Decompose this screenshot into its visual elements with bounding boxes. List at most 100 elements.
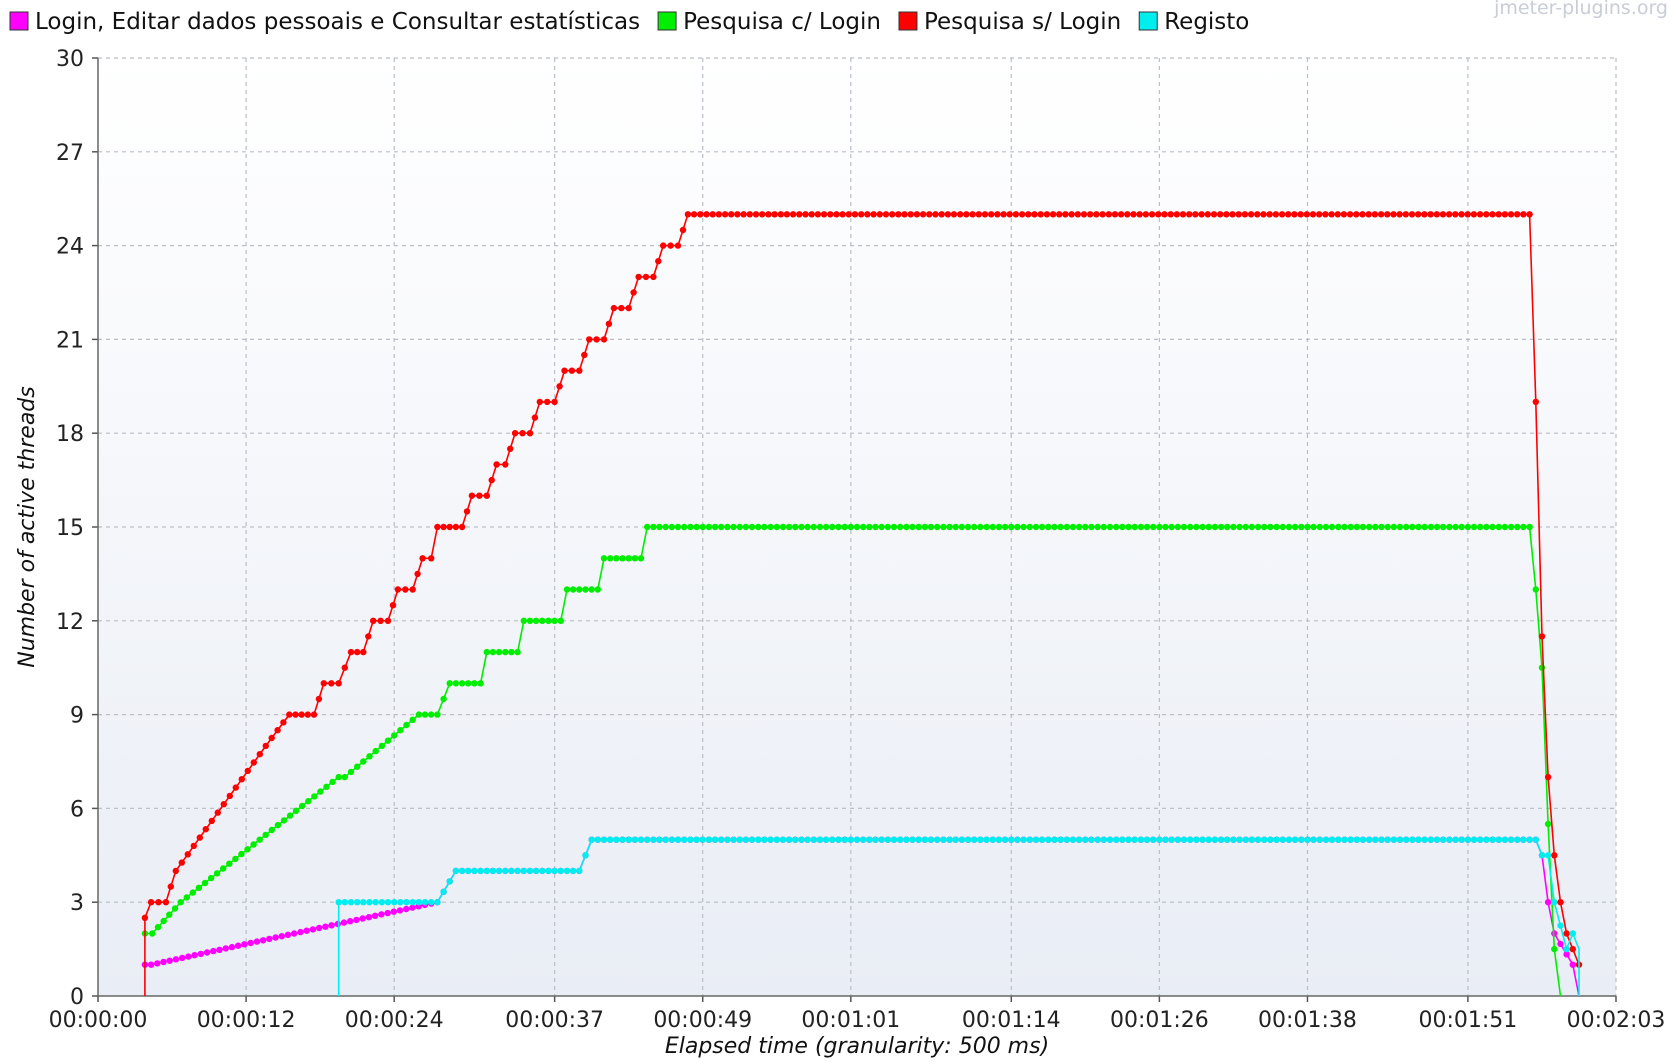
series-point: [1415, 211, 1422, 218]
series-point: [1316, 836, 1324, 843]
series-point: [971, 523, 978, 531]
series-point: [876, 211, 883, 218]
series-point: [897, 836, 904, 843]
series-point: [810, 836, 817, 843]
series-point: [458, 523, 466, 531]
series-point: [582, 852, 589, 859]
series-point: [311, 793, 318, 800]
series-point: [1111, 211, 1119, 218]
series-point: [687, 523, 694, 531]
series-point: [715, 211, 723, 218]
series-point: [835, 523, 842, 531]
series-point: [414, 570, 421, 578]
series-point: [950, 211, 958, 218]
series-point: [1372, 836, 1379, 843]
series-point: [191, 952, 198, 959]
series-point: [154, 960, 161, 967]
series-point: [779, 836, 787, 843]
series-point: [488, 476, 495, 484]
series-point: [777, 211, 784, 218]
series-point: [256, 751, 263, 758]
series-point: [586, 336, 593, 343]
series-point: [903, 523, 910, 531]
series-point: [569, 867, 577, 875]
series-point: [820, 211, 828, 218]
series-point: [1224, 836, 1231, 843]
series-point: [238, 850, 245, 858]
series-point: [1094, 523, 1101, 531]
series-point: [1211, 523, 1219, 531]
x-tick-label: 00:00:12: [197, 1008, 296, 1033]
series-point: [377, 617, 384, 624]
series-point: [909, 836, 916, 843]
series-point: [1087, 211, 1094, 218]
series-point: [734, 211, 741, 218]
legend-item: Login, Editar dados pessoais e Consultar…: [9, 9, 640, 35]
series-point: [1106, 836, 1114, 843]
series-point: [1298, 523, 1305, 531]
series-point: [428, 899, 435, 906]
series-point: [802, 211, 809, 218]
series-point: [341, 899, 348, 906]
series-point: [347, 918, 354, 925]
series-point: [915, 523, 922, 531]
series-point: [507, 445, 514, 452]
series-point: [1051, 523, 1058, 531]
series-point: [909, 523, 916, 531]
series-point: [563, 586, 571, 593]
series-point: [576, 367, 583, 374]
series-point: [1242, 836, 1250, 843]
series-point: [1328, 836, 1336, 843]
series-point: [360, 899, 367, 906]
series-point: [711, 523, 719, 531]
series-point: [697, 211, 704, 218]
series-point: [297, 928, 304, 936]
series-point: [465, 680, 472, 687]
series-point: [452, 867, 460, 875]
series-point: [964, 836, 972, 843]
series-point: [532, 617, 540, 624]
series-point: [1353, 211, 1360, 218]
series-point: [1495, 211, 1502, 218]
series-point: [740, 211, 747, 218]
series-point: [1261, 836, 1268, 843]
series-point: [1483, 836, 1490, 843]
y-tick-label: 0: [70, 985, 84, 1010]
series-point: [792, 523, 799, 531]
series-point: [946, 836, 953, 843]
series-point: [927, 523, 935, 531]
series-lines: [141, 211, 1583, 997]
series-point: [208, 817, 215, 825]
series-point: [320, 680, 327, 687]
series-point: [600, 836, 608, 843]
series-point: [1025, 211, 1032, 218]
series-point: [391, 732, 398, 739]
series-point: [147, 899, 155, 906]
series-point: [1520, 836, 1527, 843]
series-point: [1018, 211, 1026, 218]
series-point: [378, 911, 385, 918]
series-point: [214, 809, 221, 816]
series-point: [1161, 211, 1168, 218]
series-point: [1217, 836, 1225, 843]
series-point: [1464, 836, 1472, 843]
series-point: [988, 211, 995, 218]
series-point: [958, 523, 966, 531]
series-point: [232, 784, 239, 791]
series-point: [434, 523, 441, 531]
series-point: [1495, 836, 1503, 843]
series-point: [625, 836, 632, 843]
series-point: [1346, 211, 1354, 218]
series-point: [396, 907, 404, 914]
series-point: [341, 773, 348, 781]
series-point: [690, 211, 698, 218]
series-point: [1230, 523, 1237, 531]
series-point: [1193, 836, 1200, 843]
series-point: [155, 899, 162, 906]
series-point: [1334, 211, 1342, 218]
series-point: [1174, 836, 1182, 843]
series-point: [502, 648, 509, 656]
series-point: [1452, 523, 1459, 531]
series-point: [391, 899, 398, 906]
series-point: [1008, 523, 1015, 531]
